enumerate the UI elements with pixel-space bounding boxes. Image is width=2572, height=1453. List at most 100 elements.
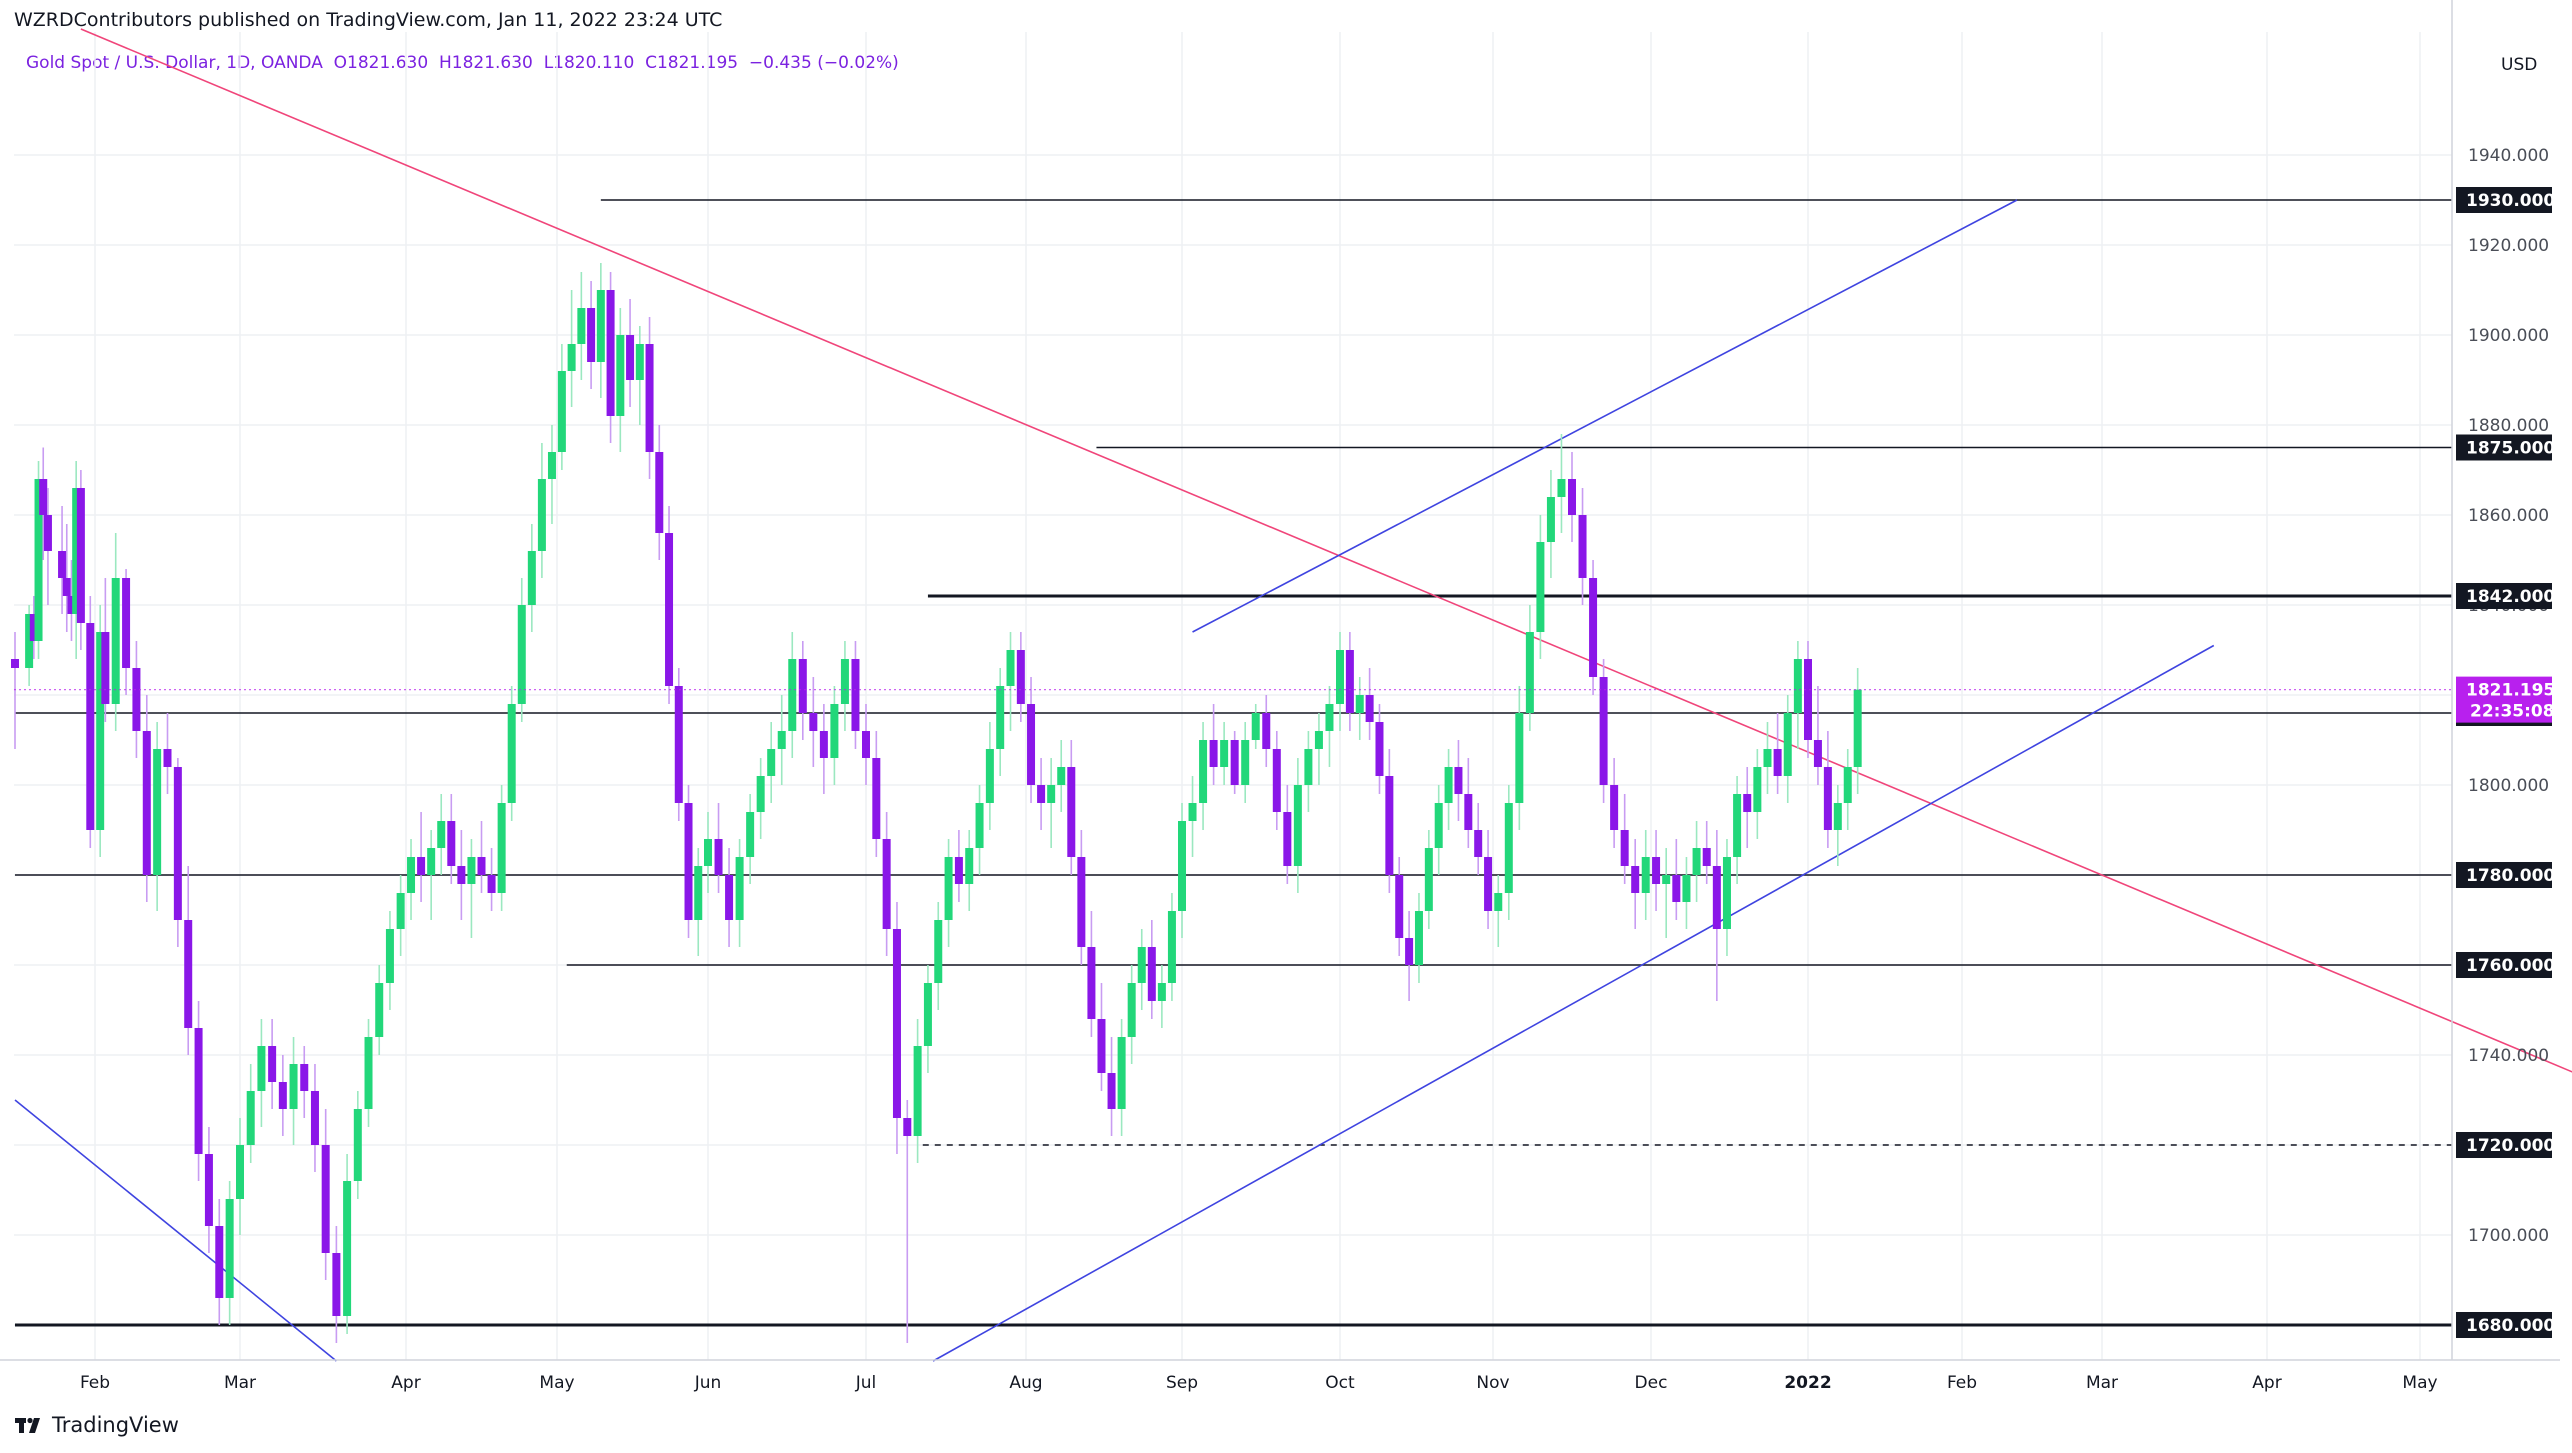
candle-body: [1672, 875, 1681, 902]
time-tick-label: Feb: [80, 1373, 110, 1393]
candle-body: [457, 866, 466, 884]
candle-body: [1454, 767, 1463, 794]
candle-body: [596, 290, 605, 362]
candle-body: [1355, 695, 1364, 713]
candle-body: [1016, 650, 1025, 704]
candle-body: [497, 803, 506, 893]
last-price-label-bg: [2456, 676, 2552, 723]
time-axis[interactable]: Feb Mar Apr May Jun Jul Aug Sep Oct Nov Dec 2022 Feb…: [80, 1373, 2438, 1393]
price-tick-label: 1940.000: [2468, 146, 2549, 166]
candle-body: [626, 335, 635, 380]
candle-body: [1702, 848, 1711, 866]
footer: TradingView: [14, 1413, 179, 1437]
candle-body: [1087, 947, 1096, 1019]
candle-body: [39, 479, 48, 515]
candle-body: [1692, 848, 1701, 875]
candle-body: [1620, 830, 1629, 866]
candle-body: [1137, 947, 1146, 983]
level-price-label: 1875.000: [2466, 439, 2555, 459]
candle-body: [1641, 857, 1650, 893]
candle-body: [1405, 938, 1414, 965]
candle-body: [1568, 479, 1576, 515]
candle-body: [1395, 875, 1404, 938]
candle-body: [913, 1046, 922, 1136]
candle-body: [537, 479, 546, 551]
publisher-header: WZRDContributors published on TradingVie…: [14, 9, 723, 31]
candle-body: [1712, 866, 1721, 929]
candle-body: [616, 335, 625, 416]
currency-label[interactable]: USD: [2501, 55, 2537, 75]
candle-body: [142, 731, 151, 875]
price-axis[interactable]: 1700.0001740.0001800.0001820.0001840.000…: [0, 0, 2560, 1361]
time-tick-label: Mar: [224, 1373, 256, 1393]
candle-body: [215, 1226, 224, 1298]
candle-body: [76, 488, 85, 623]
candles: [11, 263, 1862, 1343]
legend-high: H1821.630: [438, 53, 533, 73]
candle-body: [606, 290, 615, 416]
trendline: [14, 1099, 337, 1362]
candle-body: [364, 1037, 373, 1109]
candle-body: [714, 839, 723, 875]
candle-body: [635, 344, 644, 380]
candle-body: [798, 659, 807, 713]
candle-body: [1283, 812, 1292, 866]
candle-body: [809, 713, 818, 731]
level-price-label: 1780.000: [2466, 866, 2555, 886]
candle-body: [1336, 650, 1344, 704]
legend-close: C1821.195: [645, 53, 739, 73]
candle-body: [1823, 767, 1832, 830]
time-tick-label: Nov: [1476, 1373, 1509, 1393]
candle-body: [225, 1199, 234, 1298]
candle-body: [665, 533, 674, 686]
candle-body: [1504, 803, 1513, 893]
candle-body: [1546, 497, 1555, 542]
level-price-label-bg: [2456, 1132, 2552, 1158]
candle-body: [447, 821, 456, 866]
candle-body: [1209, 740, 1218, 767]
candle-body: [1484, 857, 1493, 911]
candle-body: [278, 1082, 287, 1109]
candle-body: [557, 371, 566, 452]
candle-body: [1722, 857, 1731, 929]
candle-body: [1375, 722, 1384, 776]
candle-body: [467, 857, 476, 884]
candle-body: [1037, 785, 1046, 803]
candle-body: [985, 749, 994, 803]
candle-body: [62, 578, 71, 596]
candle-body: [892, 929, 901, 1118]
candle-body: [996, 686, 1005, 749]
candle-body: [1220, 740, 1229, 767]
level-price-label-bg: [2456, 1312, 2552, 1338]
candle-body: [684, 803, 693, 920]
candle-body: [1057, 767, 1066, 785]
candle-body: [1414, 911, 1423, 965]
candle-body: [725, 875, 734, 920]
candle-body: [1314, 731, 1323, 749]
candle-body: [1853, 689, 1862, 767]
candle-body: [965, 848, 974, 884]
candle-body: [819, 731, 828, 758]
legend-change: −0.435 (−0.02%): [748, 53, 899, 73]
candle-body: [1304, 749, 1313, 785]
candle-body: [735, 857, 744, 920]
legend-open: O1821.630: [333, 53, 429, 73]
candle-body: [25, 614, 34, 668]
candle-body: [1652, 857, 1661, 884]
candle-body: [58, 551, 67, 578]
candle-body: [396, 893, 405, 929]
candle-body: [1127, 983, 1136, 1037]
candle-body: [1557, 479, 1566, 497]
candle-body: [1006, 650, 1015, 686]
candle-body: [477, 857, 486, 875]
time-tick-label: Oct: [1325, 1373, 1355, 1393]
candle-body: [954, 857, 963, 884]
candle-body: [655, 452, 664, 533]
candle-body: [43, 515, 52, 551]
tradingview-logo-icon: [15, 1417, 40, 1433]
legend-symbol[interactable]: Gold Spot / U.S. Dollar, 1D, OANDA: [26, 53, 323, 73]
candle-body: [1464, 794, 1473, 830]
candle-body: [872, 758, 881, 839]
candle-body: [517, 605, 526, 704]
